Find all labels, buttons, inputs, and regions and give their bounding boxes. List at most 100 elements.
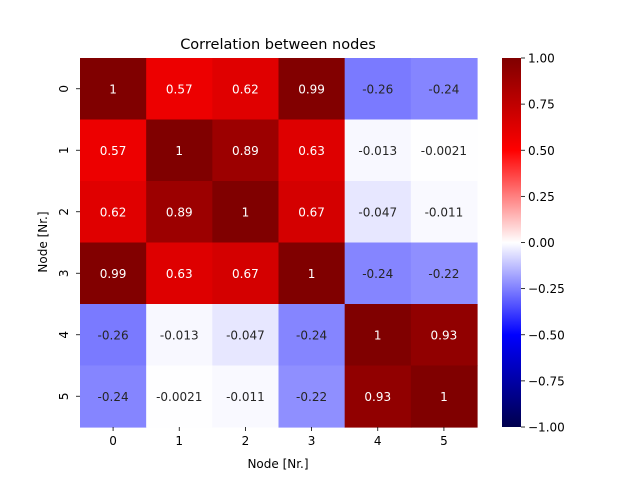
y-axis-label: Node [Nr.] [36,211,50,272]
heatmap-cell [278,304,346,367]
heatmap-cell [410,119,478,182]
heatmap-cell [410,58,478,121]
cell-value-label: 0.89 [166,205,193,219]
heatmap-cell [146,181,213,244]
heatmap-cell [80,242,147,305]
heatmap-cell [80,119,147,182]
heatmap-cell [278,58,346,121]
x-axis-label: Node [Nr.] [247,457,308,471]
y-tick-label: 5 [57,392,71,400]
heatmap-cell [80,181,147,244]
colorbar-tick-label: −0.50 [528,328,565,342]
cell-value-label: 0.89 [232,144,259,158]
cell-value-label: -0.013 [358,144,397,158]
heatmap-cell [344,58,412,121]
cell-value-label: 0.57 [100,144,127,158]
cell-value-label: -0.22 [296,390,327,404]
cell-value-label: -0.011 [226,390,265,404]
cell-value-label: 1 [242,205,250,219]
heatmap-cell [278,365,346,428]
x-axis-ticks: 0 1 2 3 4 5 [109,427,448,448]
colorbar: 1.00 0.75 0.50 0.25 0.00 −0.25 −0.50 −0.75 −1.00 [502,52,565,435]
cell-labels: 1 0.57 0.62 0.99 -0.26 -0.24 0.57 1 0.89 0.63 -0.0… [98,82,468,404]
cell-value-label: -0.0021 [421,144,467,158]
cell-value-label: 0.93 [431,328,458,342]
cell-value-label: -0.24 [428,82,459,96]
x-tick-label: 5 [440,434,448,448]
cell-value-label: 1 [440,390,448,404]
heatmap-cell [344,242,412,305]
heatmap-cell [410,181,478,244]
chart-title: Correlation between nodes [180,37,376,53]
heatmap-cell [278,119,346,182]
heatmap-cell [80,304,147,367]
heatmap-cell [410,242,478,305]
heatmap-cell [146,365,213,428]
heatmap-cell [278,181,346,244]
cell-value-label: -0.24 [296,328,327,342]
colorbar-tick-label: −1.00 [528,421,565,435]
heatmap-cell [146,119,213,182]
cell-value-label: 0.67 [232,267,259,281]
cell-value-label: -0.26 [98,328,129,342]
heatmap-cell [212,181,280,244]
y-tick-label: 4 [57,331,71,339]
cell-value-label: 1 [374,328,382,342]
heatmap-cell [344,304,412,367]
colorbar-tick-label: 1.00 [528,52,555,66]
heatmap-cell [146,242,213,305]
y-tick-label: 3 [57,269,71,277]
heatmap-cell [146,304,213,367]
heatmap-cell [212,304,280,367]
cell-value-label: 0.67 [298,205,325,219]
heatmap-cell [410,365,478,428]
cell-value-label: 0.99 [298,82,325,96]
y-tick-label: 0 [57,85,71,93]
cell-value-label: 0.93 [364,390,391,404]
cell-value-label: 0.57 [166,82,193,96]
heatmap-cell [212,58,280,121]
heatmap-cell [146,58,213,121]
cell-value-label: 0.63 [298,144,325,158]
cell-value-label: 0.63 [166,267,193,281]
heatmap-cell [80,58,147,121]
colorbar-tick-label: 0.25 [528,190,555,204]
cell-value-label: -0.26 [362,82,393,96]
y-tick-label: 2 [57,208,71,216]
cell-value-label: 0.62 [100,205,127,219]
cell-value-label: -0.24 [362,267,393,281]
cell-value-label: 0.62 [232,82,259,96]
x-tick-label: 0 [109,434,117,448]
colorbar-tick-label: 0.00 [528,236,555,250]
colorbar-tick-label: 0.50 [528,144,555,158]
x-tick-label: 3 [308,434,316,448]
colorbar-tick-label: −0.25 [528,282,565,296]
x-tick-label: 1 [175,434,183,448]
colorbar-tick-label: −0.75 [528,374,565,388]
heatmap-cell [80,365,147,428]
cell-value-label: -0.22 [428,267,459,281]
heatmap-cell [212,119,280,182]
cell-value-label: -0.047 [226,328,265,342]
colorbar-tick-label: 0.75 [528,98,555,112]
cell-value-label: 1 [109,82,117,96]
cell-value-label: 1 [175,144,183,158]
heatmap-cell [212,242,280,305]
heatmap-cell [344,119,412,182]
heatmap-cell [344,181,412,244]
y-axis-ticks: 0 1 2 3 4 5 [57,85,80,400]
x-tick-label: 4 [374,434,382,448]
cell-value-label: -0.047 [358,205,397,219]
colorbar-gradient [502,58,521,427]
cell-value-label: 1 [308,267,316,281]
cell-value-label: -0.24 [98,390,129,404]
y-tick-label: 1 [57,146,71,154]
x-tick-label: 2 [242,434,250,448]
cell-value-label: -0.011 [425,205,464,219]
heatmap-cell [212,365,280,428]
cell-value-label: -0.0021 [156,390,202,404]
heatmap-cells [80,58,478,428]
heatmap-cell [410,304,478,367]
cell-value-label: 0.99 [100,267,127,281]
